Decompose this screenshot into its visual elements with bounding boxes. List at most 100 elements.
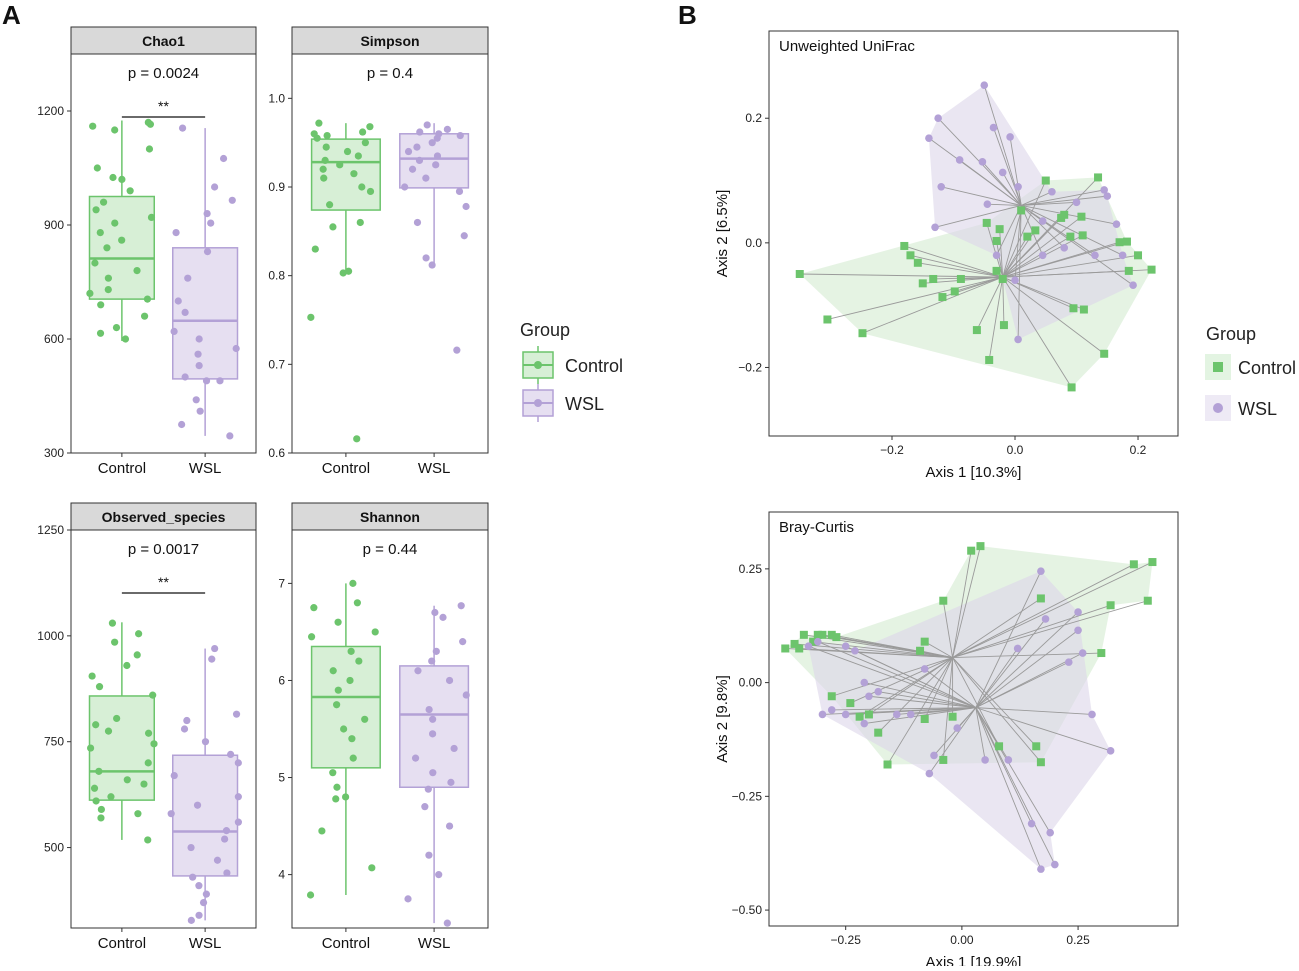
data-point-control <box>111 219 119 227</box>
data-point-wsl <box>227 750 235 759</box>
data-point-wsl <box>925 769 934 778</box>
x-tick-label: WSL <box>189 460 222 477</box>
facet-title: Chao1 <box>142 33 185 49</box>
data-point-wsl <box>1100 186 1108 194</box>
data-point-control <box>799 630 808 639</box>
data-point-wsl <box>199 898 208 907</box>
data-point-control <box>809 637 818 646</box>
data-point-control <box>93 164 101 172</box>
y-tick-label: 1200 <box>37 104 64 118</box>
spoke-wsl <box>956 707 977 729</box>
data-point-wsl <box>930 751 938 760</box>
data-point-control <box>999 321 1008 330</box>
data-point-control <box>321 156 329 164</box>
data-point-control <box>795 270 804 278</box>
data-point-control <box>920 715 929 723</box>
data-point-control <box>334 686 342 694</box>
data-point-control <box>147 213 156 221</box>
y-tick-label: 1.0 <box>268 91 285 105</box>
data-point-wsl <box>1014 335 1022 344</box>
data-point-control <box>346 676 354 685</box>
panel-border <box>70 53 257 454</box>
data-point-control <box>366 123 374 131</box>
data-point-control <box>332 795 340 803</box>
data-point-control <box>140 312 149 320</box>
data-point-wsl <box>462 691 470 699</box>
boxplot-simpson: Simpson 0.6 0.7 0.8 0.9 1.0 Control WSL p = 0.4 <box>268 26 489 477</box>
data-point-control <box>929 274 938 283</box>
data-point-wsl <box>1046 828 1054 837</box>
data-point-control <box>1041 176 1050 185</box>
data-point-control <box>112 324 121 332</box>
data-point-control <box>135 630 143 638</box>
spoke-control <box>813 641 953 659</box>
data-point-wsl <box>1074 626 1082 635</box>
data-point-control <box>855 712 864 721</box>
box-control <box>310 645 381 769</box>
data-point-wsl <box>456 131 464 140</box>
data-point-wsl <box>953 724 962 732</box>
data-point-control <box>813 630 822 639</box>
data-point-control <box>355 657 363 665</box>
data-point-wsl <box>1037 865 1045 873</box>
data-point-wsl <box>1004 756 1013 764</box>
data-point-control <box>939 755 948 764</box>
data-point-control <box>86 289 94 297</box>
data-point-wsl <box>192 396 200 404</box>
data-point-wsl <box>174 297 182 305</box>
data-point-control <box>1147 265 1156 274</box>
spoke-wsl <box>975 707 1056 865</box>
data-point-control <box>823 315 832 324</box>
data-point-control <box>149 691 157 699</box>
data-point-control <box>134 810 142 818</box>
data-point-control <box>864 710 873 719</box>
spoke-control <box>996 240 1004 278</box>
data-point-wsl <box>195 362 203 370</box>
data-point-control <box>121 335 130 343</box>
data-point-wsl <box>1129 281 1137 290</box>
data-point-control <box>118 175 126 183</box>
data-point-wsl <box>955 156 964 164</box>
data-point-control <box>1143 596 1152 605</box>
spoke-control <box>868 657 953 715</box>
data-point-control <box>341 793 350 801</box>
data-point-wsl <box>1041 615 1050 623</box>
data-point-control <box>108 619 117 627</box>
legend-b: Group Control WSL <box>1205 324 1296 421</box>
data-point-control <box>347 647 355 655</box>
data-point-wsl <box>841 642 850 651</box>
data-point-control <box>92 721 100 729</box>
spoke-wsl <box>868 695 976 709</box>
x-tick-label: 0.2 <box>1130 443 1147 457</box>
data-point-control <box>358 183 366 191</box>
data-point-control <box>916 646 925 655</box>
data-point-wsl <box>874 687 883 696</box>
data-point-wsl <box>439 613 447 621</box>
data-point-wsl <box>178 420 186 429</box>
data-point-wsl <box>1011 276 1019 285</box>
data-point-control <box>976 542 985 551</box>
data-point-control <box>88 672 96 680</box>
y-tick-label: 0.0 <box>745 236 762 250</box>
data-point-wsl <box>934 114 942 123</box>
data-point-control <box>948 712 957 721</box>
data-point-control <box>918 279 927 288</box>
data-point-wsl <box>414 667 422 675</box>
data-point-control <box>972 326 981 335</box>
plot-title: Unweighted UniFrac <box>779 38 915 55</box>
data-point-control <box>818 630 827 639</box>
y-tick-label: 1000 <box>37 629 64 643</box>
data-point-control <box>1067 383 1076 392</box>
data-point-control <box>144 729 153 737</box>
spoke-control <box>887 657 953 765</box>
spoke-control <box>836 636 953 659</box>
spoke-wsl <box>1021 205 1117 225</box>
data-point-wsl <box>234 818 242 826</box>
spoke-wsl <box>1017 205 1022 340</box>
data-point-wsl <box>981 756 989 764</box>
data-point-wsl <box>460 232 468 240</box>
spoke-control <box>1002 254 1139 278</box>
data-point-wsl <box>1118 251 1127 260</box>
data-point-wsl <box>1074 608 1082 616</box>
data-point-control <box>1036 758 1045 767</box>
